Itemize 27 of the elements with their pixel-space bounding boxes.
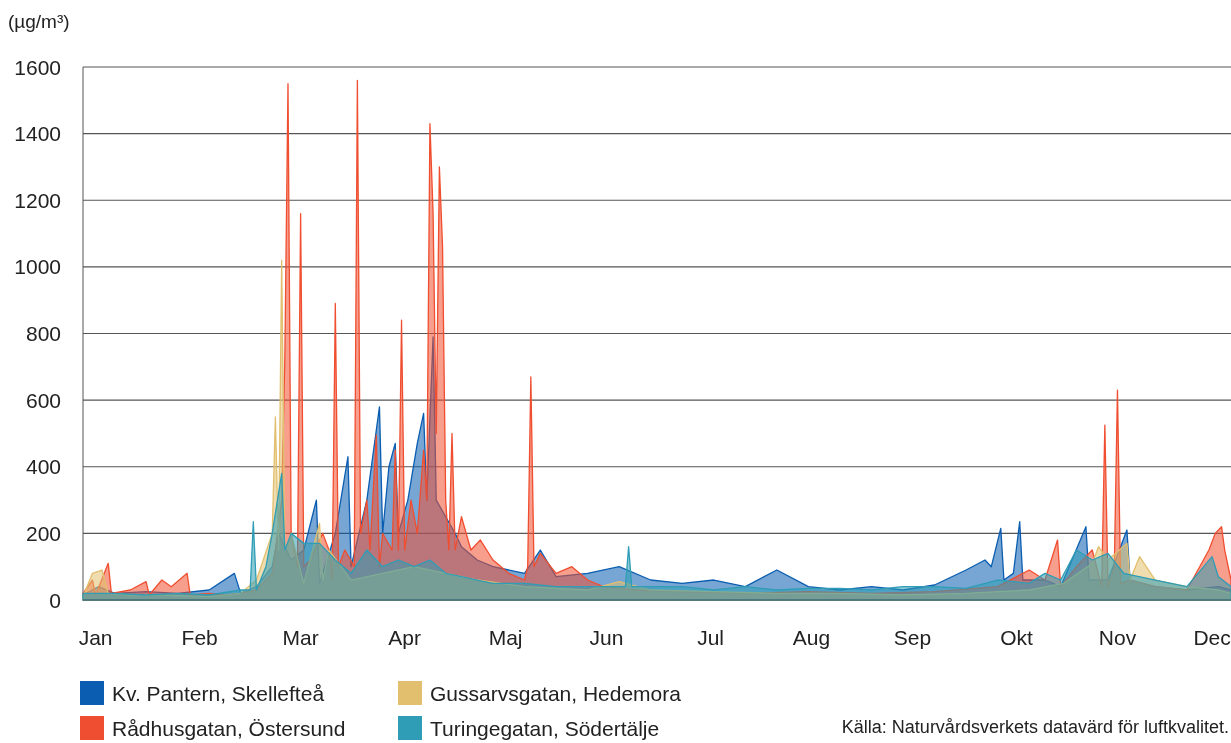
x-tick-label: Apr xyxy=(388,625,422,649)
x-tick-label: Mar xyxy=(282,625,319,649)
y-tick-label: 1000 xyxy=(14,255,61,279)
y-tick-label: 600 xyxy=(25,388,61,412)
x-tick-label: Jan xyxy=(78,625,113,649)
y-tick-label: 1200 xyxy=(14,188,61,212)
legend-label: Turingegatan, Södertälje xyxy=(430,716,660,740)
y-axis-title: (µg/m³) xyxy=(8,11,70,32)
y-tick-label: 0 xyxy=(49,588,61,612)
legend-label: Gussarvsgatan, Hedemora xyxy=(430,681,682,705)
x-tick-label: Okt xyxy=(1000,625,1034,649)
x-tick-label: Jun xyxy=(589,625,624,649)
legend-label: Rådhusgatan, Östersund xyxy=(112,716,346,740)
y-tick-label: 1400 xyxy=(14,122,61,146)
x-tick-label: Jul xyxy=(697,625,725,649)
y-tick-label: 200 xyxy=(25,521,61,545)
x-tick-label: Maj xyxy=(488,625,523,649)
x-tick-label: Sep xyxy=(893,625,932,649)
y-tick-label: 800 xyxy=(25,322,61,345)
x-tick-label: Feb xyxy=(181,625,218,649)
x-tick-label: Dec xyxy=(1193,625,1231,649)
y-tick-label: 1600 xyxy=(14,55,61,79)
y-tick-label: 400 xyxy=(25,455,61,479)
x-tick-label: Aug xyxy=(792,625,831,649)
text: Källa: Naturvårdsverkets datavärd för luftkvalitet. xyxy=(841,717,1229,737)
x-tick-label: Nov xyxy=(1098,625,1137,649)
legend-label: Kv. Pantern, Skellefteå xyxy=(112,681,325,705)
